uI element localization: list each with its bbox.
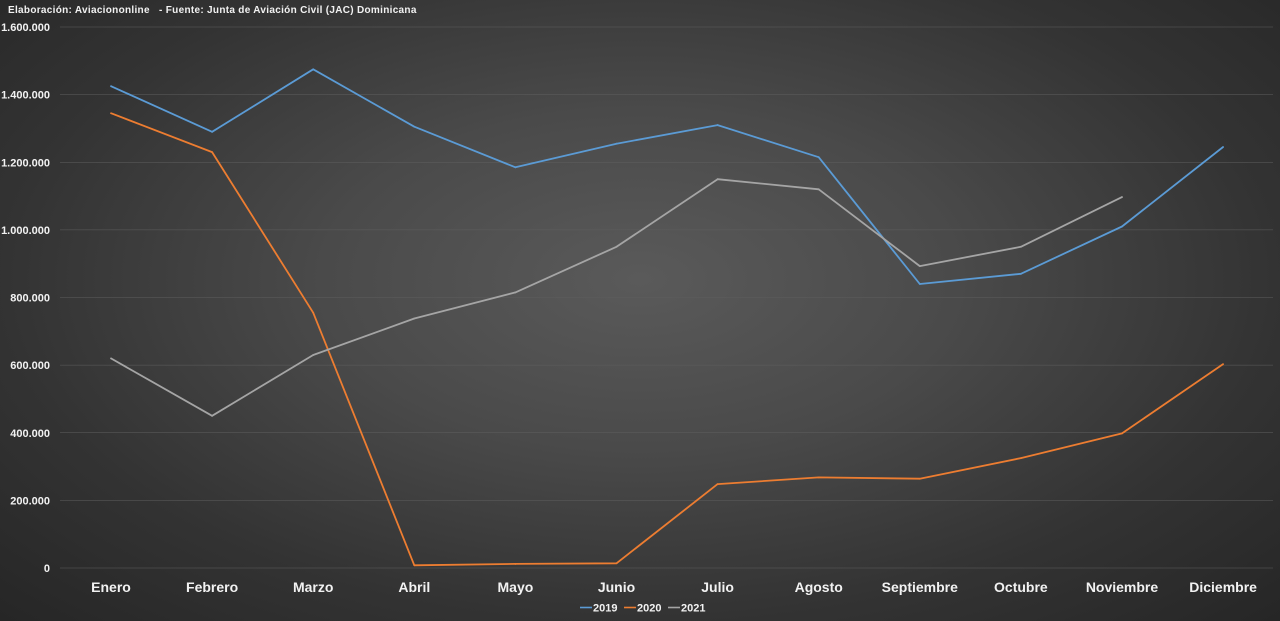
data-point-2020 (615, 562, 618, 565)
y-tick-label: 1.400.000 (1, 90, 50, 102)
x-tick-label: Enero (91, 579, 131, 595)
x-tick-label: Julio (701, 579, 734, 595)
data-point-2020 (312, 311, 315, 314)
x-axis-ticks: Enero Febrero Marzo Abril Mayo Junio Julio Agos… (91, 579, 1257, 595)
data-point-2020 (817, 476, 820, 479)
data-point-2020 (1121, 432, 1123, 435)
x-tick-label: Abril (398, 579, 430, 595)
series-lines (110, 68, 1224, 567)
data-point-2021 (918, 265, 921, 267)
data-point-2021 (817, 188, 820, 191)
x-tick-label: Mayo (498, 579, 534, 595)
data-point-2019 (1121, 225, 1123, 228)
series-line-2020 (110, 112, 1224, 567)
y-tick-label: 0 (44, 563, 50, 575)
data-point-2020 (918, 477, 921, 480)
y-tick-label: 1.200.000 (1, 157, 50, 169)
data-point-2021 (615, 245, 618, 248)
legend-item-2019[interactable]: 2019 (580, 603, 617, 615)
data-point-2019 (110, 85, 112, 88)
gridlines (60, 26, 1273, 569)
data-point-2019 (211, 130, 214, 133)
y-tick-label: 400.000 (10, 428, 50, 440)
x-tick-label: Marzo (293, 579, 333, 595)
y-tick-label: 1.600.000 (1, 22, 50, 34)
series-line-2019 (110, 68, 1224, 285)
data-point-2019 (817, 156, 820, 159)
data-point-2020 (1222, 363, 1224, 366)
y-tick-label: 1.000.000 (1, 225, 50, 237)
data-point-2019 (312, 68, 315, 71)
data-point-2021 (211, 414, 214, 417)
legend[interactable]: 2019 2020 2021 (580, 603, 705, 615)
x-tick-label: Septiembre (882, 579, 958, 595)
data-point-2021 (312, 354, 315, 356)
x-tick-label: Junio (598, 579, 635, 595)
y-tick-label: 200.000 (10, 495, 50, 507)
y-axis-ticks: 0 200.000 400.000 600.000 800.000 1.000.000 1.… (1, 22, 50, 575)
x-tick-label: Noviembre (1086, 579, 1159, 595)
data-point-2020 (716, 483, 719, 486)
data-point-2020 (514, 563, 517, 565)
legend-item-2021[interactable]: 2021 (668, 603, 705, 615)
y-tick-label: 800.000 (10, 293, 50, 305)
source-note: Elaboración: Aviaciononline - Fuente: Ju… (8, 5, 417, 16)
y-tick-label: 600.000 (10, 360, 50, 372)
data-point-2019 (413, 125, 416, 128)
data-point-2019 (1020, 272, 1022, 275)
legend-label: 2020 (637, 603, 661, 615)
data-point-2021 (110, 357, 112, 360)
x-tick-label: Diciembre (1189, 579, 1257, 595)
data-point-2019 (1222, 146, 1224, 148)
data-point-2021 (514, 291, 517, 294)
data-point-2021 (413, 317, 416, 320)
data-point-2020 (211, 151, 214, 154)
data-point-2021 (1121, 196, 1123, 198)
legend-item-2020[interactable]: 2020 (624, 603, 661, 615)
data-point-2019 (514, 166, 517, 169)
data-point-2021 (1020, 245, 1022, 248)
data-point-2019 (615, 142, 618, 145)
x-tick-label: Octubre (994, 579, 1048, 595)
data-point-2020 (1020, 457, 1022, 460)
data-point-2020 (110, 112, 112, 115)
legend-label: 2021 (681, 603, 705, 615)
x-tick-label: Agosto (795, 579, 843, 595)
data-point-2019 (716, 124, 719, 126)
data-point-2020 (413, 564, 416, 567)
x-tick-label: Febrero (186, 579, 238, 595)
data-point-2021 (716, 178, 719, 181)
data-point-2019 (918, 283, 921, 285)
legend-label: 2019 (593, 603, 617, 615)
